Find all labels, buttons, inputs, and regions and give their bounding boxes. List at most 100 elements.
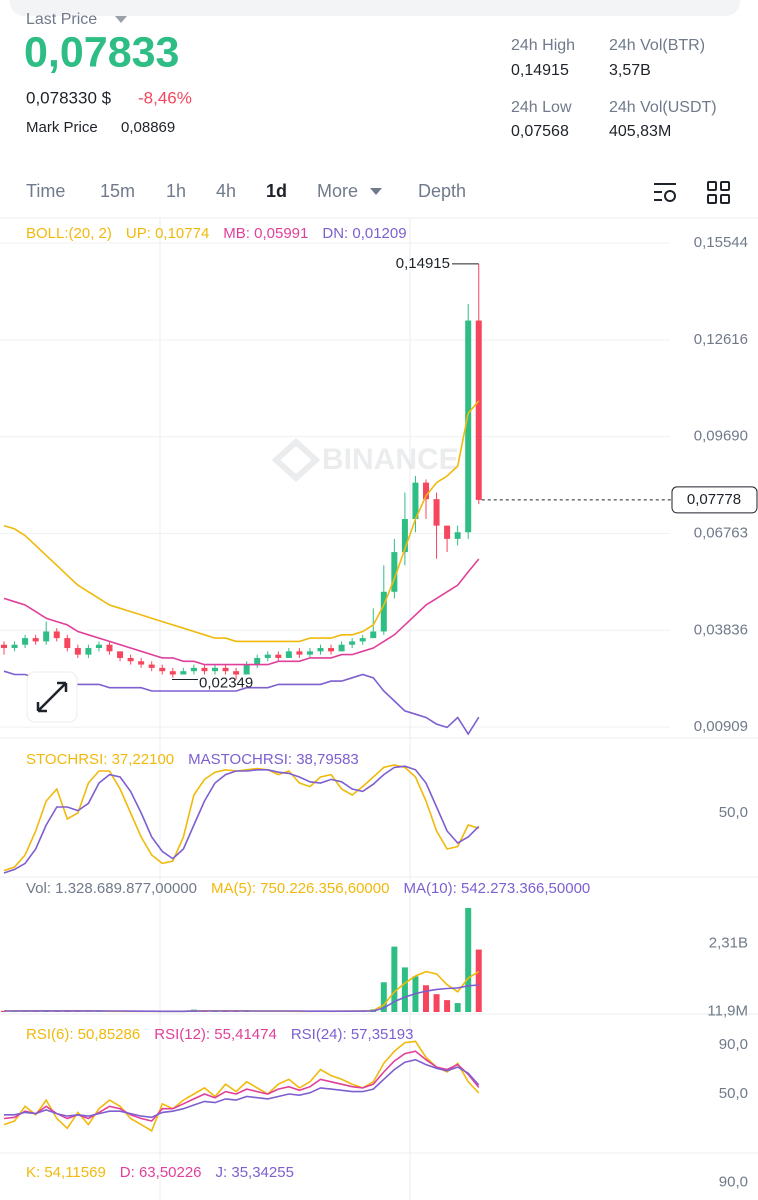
legend-entry: MA(5): 750.226.356,60000: [211, 880, 389, 897]
stat-label: 24h High: [511, 37, 575, 54]
layout-icon[interactable]: [707, 181, 730, 204]
volume-bar: [380, 982, 387, 1012]
tab[interactable]: Time: [26, 181, 65, 201]
candle-body: [11, 644, 18, 649]
legend-entry: J: 35,34255: [216, 1164, 294, 1181]
candle-body: [1, 644, 7, 649]
candle-body: [454, 532, 461, 539]
stat-value: 3,57B: [609, 62, 651, 79]
tab[interactable]: Depth: [418, 181, 466, 201]
candle-body: [243, 664, 250, 675]
indicator-line: [3, 1040, 480, 1132]
legend-entry: MA(10): 542.273.366,50000: [403, 880, 590, 897]
legend-entry: RSI(24): 57,35193: [291, 1026, 414, 1043]
candle-body: [401, 519, 408, 553]
y-tick-label: 90,0: [719, 1036, 748, 1053]
last-price: 0,07833: [24, 28, 179, 76]
candle-body: [444, 525, 451, 539]
candle-body: [275, 654, 282, 658]
stat-label: 24h Vol(BTR): [609, 37, 705, 54]
stat-label: 24h Low: [511, 99, 572, 116]
candle-body: [254, 657, 261, 665]
volume-bar: [32, 1011, 39, 1012]
tab[interactable]: 1h: [166, 181, 186, 201]
indicator-line: [4, 1058, 480, 1119]
indicator-label: Vol: 1.328.689.877,00000: [26, 880, 197, 897]
volume-bar: [444, 1000, 451, 1012]
legend-entry: D: 63,50226: [120, 1164, 202, 1181]
candle-body: [74, 648, 81, 655]
candle-body: [43, 631, 50, 642]
candle-body: [233, 671, 240, 675]
expand-icon[interactable]: [36, 681, 68, 713]
candle-body: [212, 667, 218, 672]
candle-body: [159, 667, 166, 672]
y-tick-label: 0,00909: [694, 718, 748, 735]
volume-bar: [74, 1011, 81, 1012]
candle-body: [169, 671, 176, 675]
plot-area: 0,15544 0,12616 0,09690 0,06763 0,03836 0,009…: [0, 225, 758, 1190]
candle-body: [433, 499, 440, 526]
legend-entry: K: 54,11569: [26, 1164, 106, 1181]
expand-button[interactable]: [26, 671, 78, 723]
candle-body: [285, 651, 292, 658]
y-tick-label: 0,12616: [694, 331, 748, 348]
tab[interactable]: 15m: [100, 181, 135, 201]
tab[interactable]: More: [317, 181, 358, 201]
volume-bar: [423, 985, 429, 1012]
y-tick-label: 50,0: [719, 804, 748, 821]
candle-body: [95, 644, 102, 649]
last-price-label: 0,07778: [687, 491, 741, 508]
y-tick-label: 11,9M: [707, 1003, 748, 1020]
y-tick-label: 2,31B: [709, 934, 748, 951]
legend-entry: MASTOCHRSI: 38,79583: [188, 751, 359, 768]
candle-body: [338, 644, 345, 652]
more-arrow: [370, 188, 382, 195]
candle-body: [465, 320, 472, 533]
candle-body: [349, 641, 356, 645]
indicator-line: [3, 558, 480, 666]
tab[interactable]: 4h: [216, 181, 236, 201]
dropdown-arrow: [115, 16, 127, 23]
candle-body: [222, 667, 229, 672]
candle-body: [264, 654, 271, 658]
volume-bar: [401, 967, 408, 1012]
indicator-label: BOLL:(20, 2): [26, 225, 112, 242]
candle-body: [317, 648, 324, 652]
candle-body: [106, 644, 113, 652]
y-tick-label: 0,03836: [694, 621, 748, 638]
indicator-line: [3, 670, 480, 736]
candle-body: [328, 648, 335, 652]
volume-bar: [465, 907, 472, 1012]
volume-bar: [433, 994, 440, 1012]
candle-body: [32, 638, 39, 642]
change: -8,46%: [138, 88, 192, 107]
candle-body: [85, 648, 92, 655]
candle-body: [423, 482, 429, 500]
legend-entry: UP: 0,10774: [126, 225, 209, 242]
last-price-label: Last Price: [26, 11, 97, 28]
candle-body: [22, 638, 29, 645]
legend-entry: RSI(12): 55,41474: [154, 1026, 277, 1043]
y-tick-label: 0,15544: [694, 234, 748, 251]
volume-bar: [454, 1003, 461, 1012]
stat-label: 24h Vol(USDT): [609, 99, 717, 116]
watermark-text: BINANCE: [322, 443, 459, 476]
candle-body: [380, 591, 387, 632]
legend-entry: RSI(6): 50,85286: [26, 1026, 140, 1043]
legend-entry: DN: 0,01209: [322, 225, 406, 242]
indicator-line: [3, 400, 480, 643]
legend-entry: MB: 0,05991: [223, 225, 308, 242]
stat-value: 0,07568: [511, 123, 569, 140]
candle-body: [475, 320, 482, 500]
tab-active[interactable]: 1d: [266, 181, 287, 201]
candle-body: [53, 631, 60, 639]
y-tick-label: 0,09690: [694, 428, 748, 445]
candle-body: [190, 667, 197, 672]
candle-body: [296, 651, 303, 655]
indicator-line: [3, 765, 480, 874]
candle-body: [359, 638, 366, 642]
indicator-line: [3, 1050, 480, 1122]
settings-icon[interactable]: [654, 183, 676, 202]
volume-bar: [475, 949, 482, 1012]
